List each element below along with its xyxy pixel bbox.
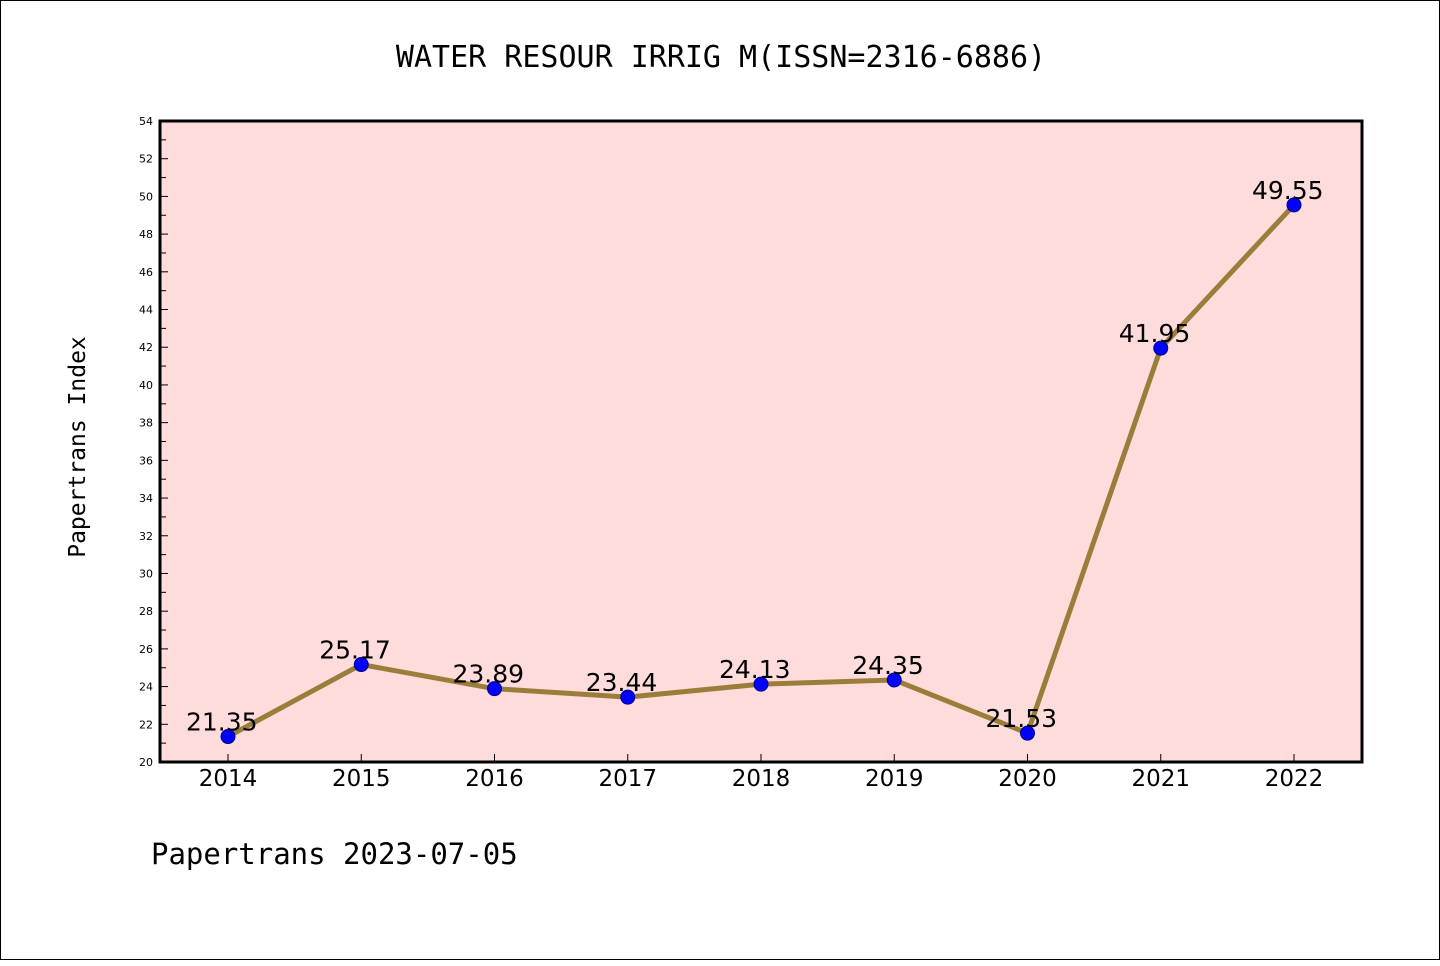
x-tick-label: 2018 [732,766,791,792]
data-point [1153,340,1169,356]
y-tick-label: 50 [139,190,153,203]
x-tick-label: 2022 [1265,766,1324,792]
footer-credit: Papertrans 2023-07-05 [151,837,518,871]
data-point [220,729,236,745]
y-tick-label: 44 [139,304,153,317]
y-tick-label: 52 [139,153,153,166]
x-tick-label: 2015 [332,766,391,792]
y-axis: 20 22 24 26 28 30 32 34 36 38 40 42 44 46 48 50 52 54 [139,115,168,769]
x-tick-label: 2017 [598,766,657,792]
y-tick-label: 26 [139,643,153,656]
data-label: 21.53 [986,704,1058,733]
y-tick-label: 48 [139,228,153,241]
x-tick-label: 2016 [465,766,524,792]
x-tick-label: 2021 [1131,766,1190,792]
y-tick-label: 20 [139,756,153,769]
data-point [753,676,769,692]
data-label: 24.13 [719,655,791,684]
y-tick-label: 46 [139,266,153,279]
data-point [1286,197,1302,213]
x-axis: 2014 2015 2016 2017 2018 2019 2020 2021 2022 [199,754,1324,792]
plot-area [158,119,1364,764]
data-label: 25.17 [319,636,391,665]
data-point [1020,725,1035,741]
y-tick-label: 34 [139,492,153,505]
y-tick-label: 32 [139,530,153,543]
data-label: 21.35 [186,708,258,737]
y-tick-label: 24 [139,681,153,694]
chart-title: WATER RESOUR IRRIG M(ISSN=2316-6886) [396,40,1046,75]
data-point [886,672,902,688]
y-tick-label: 40 [139,379,153,392]
data-labels: 21.35 25.17 23.89 23.44 24.13 24.35 21.53 41.95… [186,176,1324,737]
data-point [353,657,369,673]
data-label: 41.95 [1119,319,1191,348]
data-label: 49.55 [1252,176,1324,205]
data-label: 23.89 [453,660,525,689]
y-tick-label: 22 [139,718,153,731]
y-tick-label: 54 [139,115,153,128]
data-point [487,681,502,697]
y-axis-label: Papertrans Index [65,336,91,558]
y-tick-label: 36 [139,454,153,467]
data-markers [220,197,1302,745]
data-label: 24.35 [852,651,924,680]
x-tick-label: 2014 [199,766,258,792]
y-tick-label: 28 [139,605,153,618]
y-tick-label: 38 [139,417,153,430]
data-point [620,689,636,705]
y-tick-label: 42 [139,341,153,354]
data-label: 23.44 [586,668,658,697]
y-tick-label: 30 [139,567,153,580]
x-tick-label: 2019 [865,766,924,792]
x-tick-label: 2020 [998,766,1057,792]
